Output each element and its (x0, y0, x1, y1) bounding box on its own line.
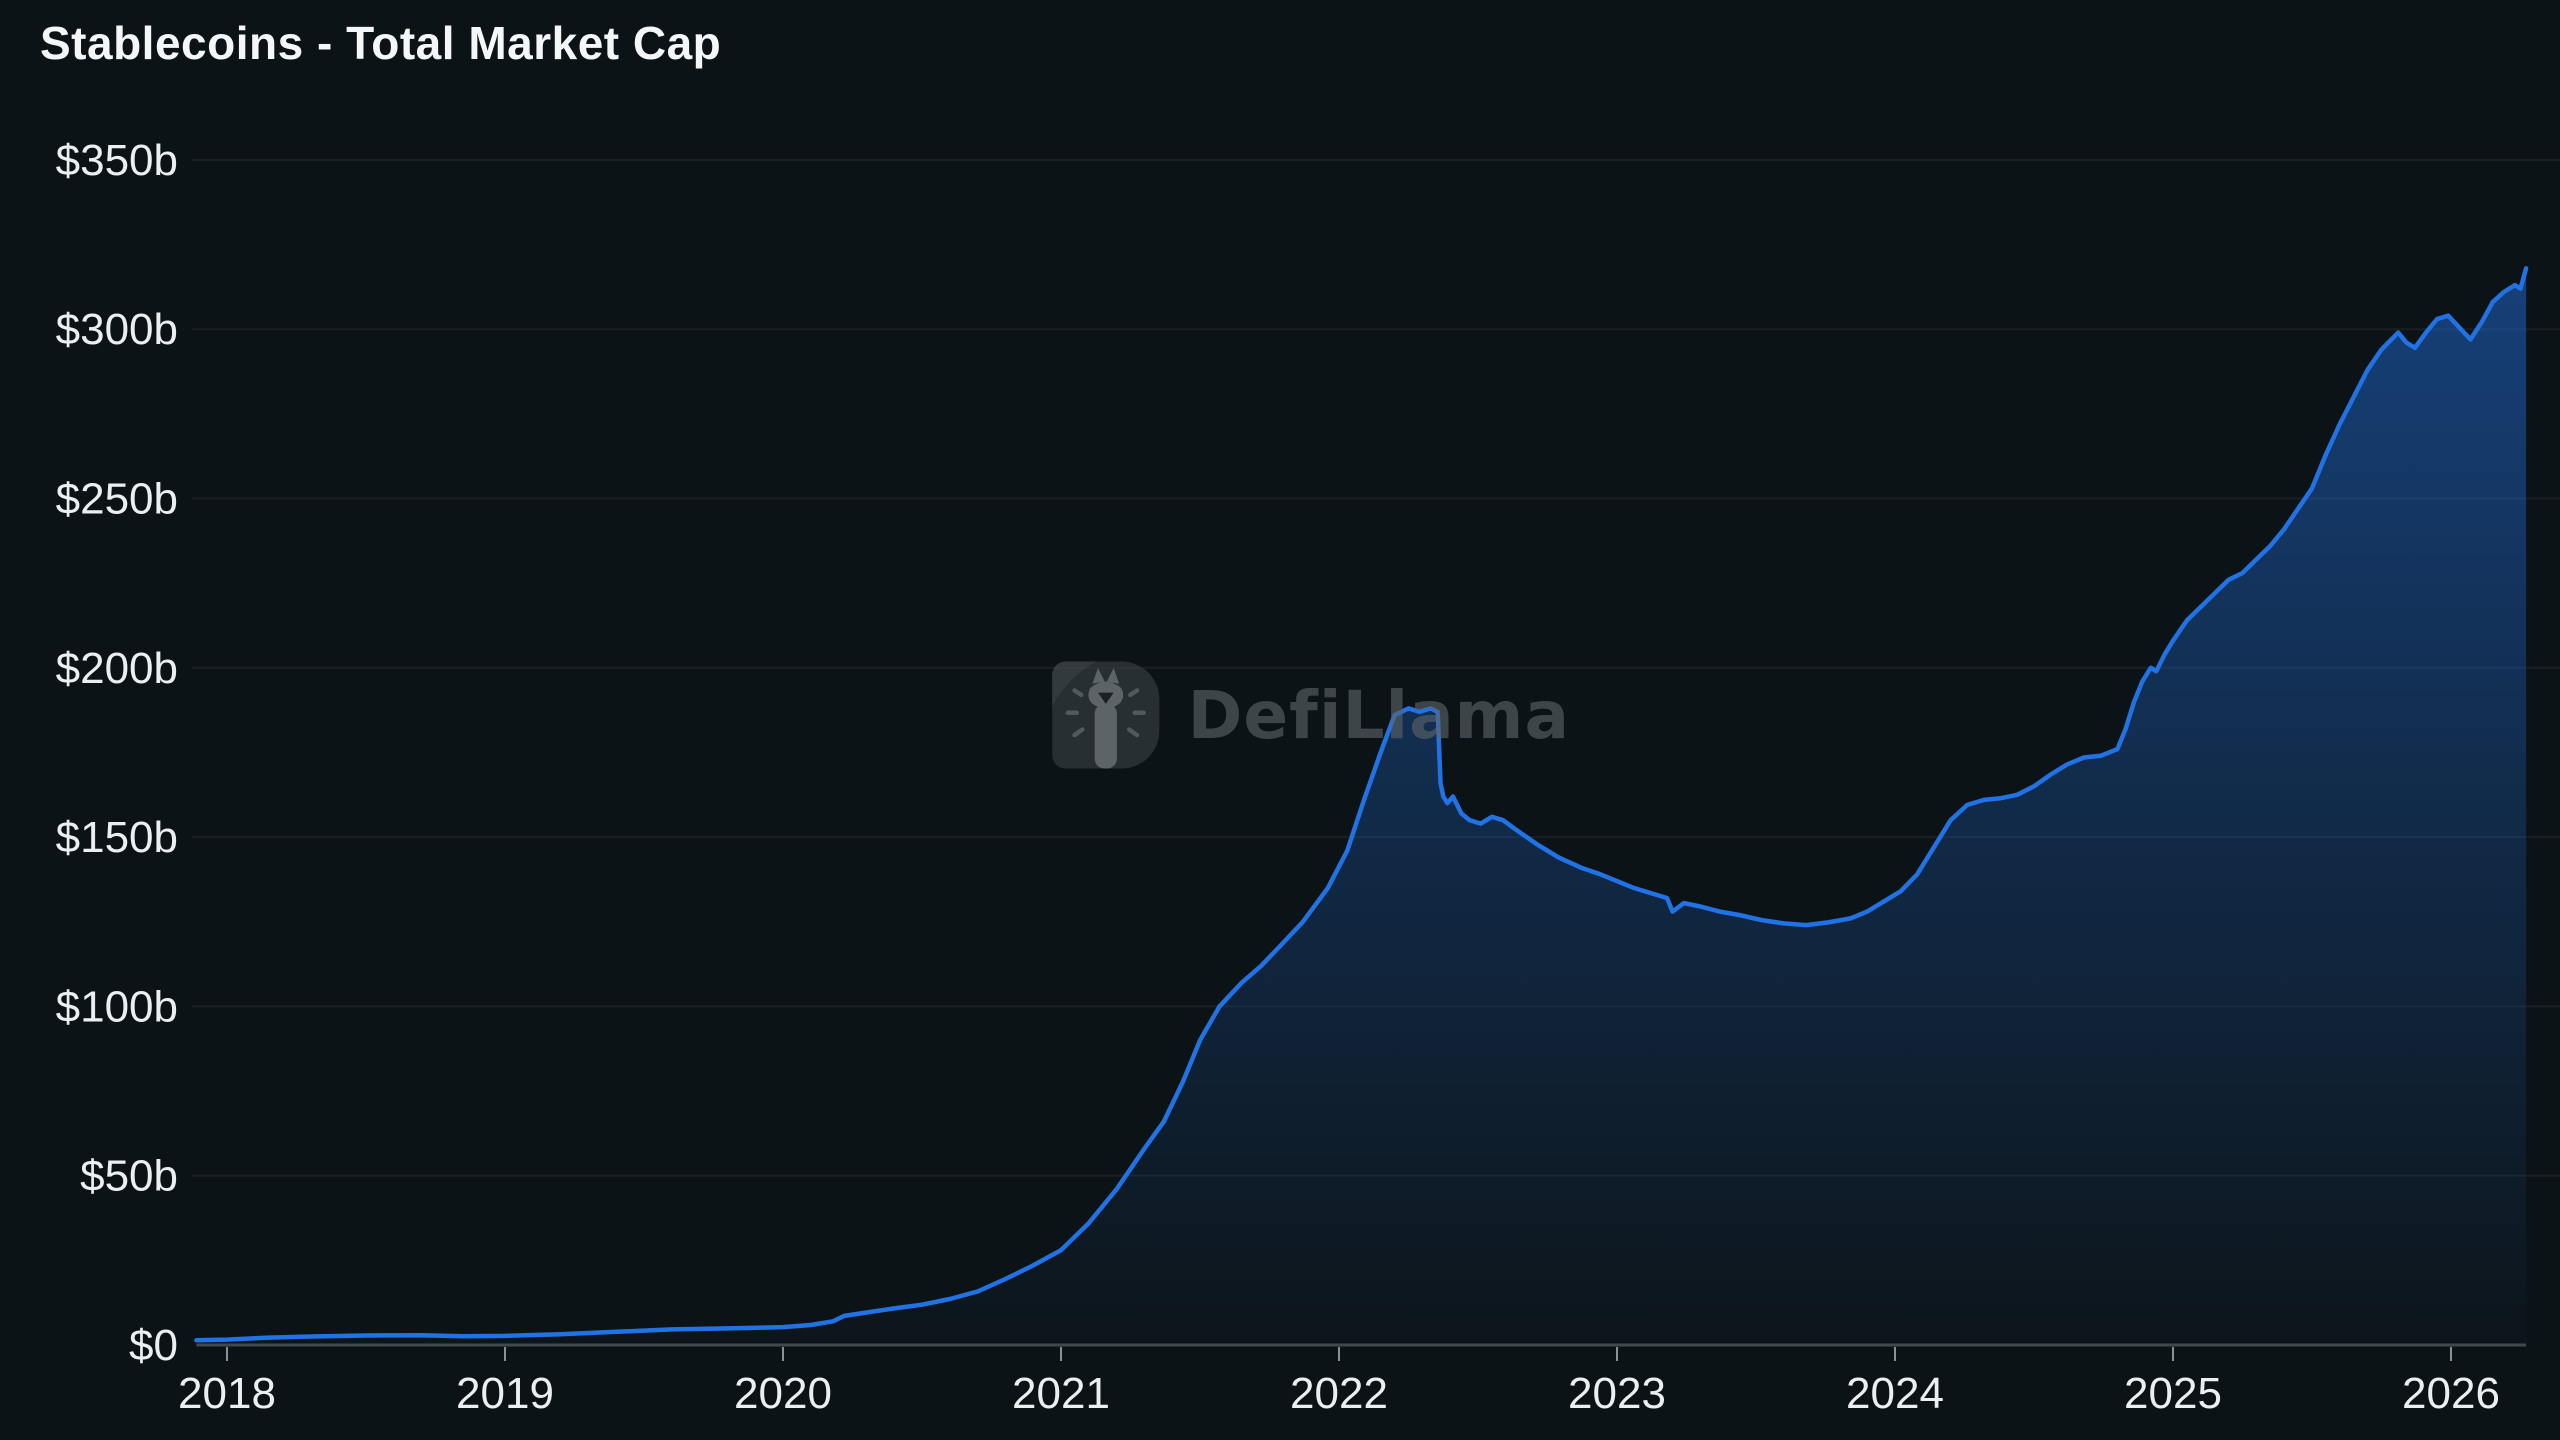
x-axis-label-2023: 2023 (1568, 1369, 1666, 1418)
x-axis-label-2025: 2025 (2124, 1369, 2222, 1418)
y-axis-label-150: $150b (56, 813, 178, 862)
y-axis-label-0: $0 (129, 1321, 178, 1370)
x-axis-label-2019: 2019 (456, 1369, 554, 1418)
x-axis-labels: 2018 2019 2020 2021 2022 2023 2024 2025 2026 (178, 1369, 2500, 1418)
y-axis-label-200: $200b (56, 644, 178, 693)
x-axis-label-2024: 2024 (1846, 1369, 1944, 1418)
y-axis-labels: $350b $300b $250b $200b $150b $100b $50b $0 (56, 136, 178, 1370)
y-axis-label-350: $350b (56, 136, 178, 185)
y-axis-label-250: $250b (56, 475, 178, 524)
y-axis-label-50: $50b (80, 1152, 178, 1201)
y-axis-label-100: $100b (56, 982, 178, 1031)
x-axis-label-2018: 2018 (178, 1369, 276, 1418)
x-axis-label-2020: 2020 (734, 1369, 832, 1418)
x-axis-label-2021: 2021 (1012, 1369, 1110, 1418)
y-axis-label-300: $300b (56, 305, 178, 354)
x-axis-label-2026: 2026 (2402, 1369, 2500, 1418)
x-axis-label-2022: 2022 (1290, 1369, 1388, 1418)
series-area (196, 268, 2527, 1345)
x-axis-ticks (226, 1347, 2452, 1361)
chart-title: Stablecoins - Total Market Cap (40, 17, 722, 69)
series-line (194, 266, 2529, 1343)
